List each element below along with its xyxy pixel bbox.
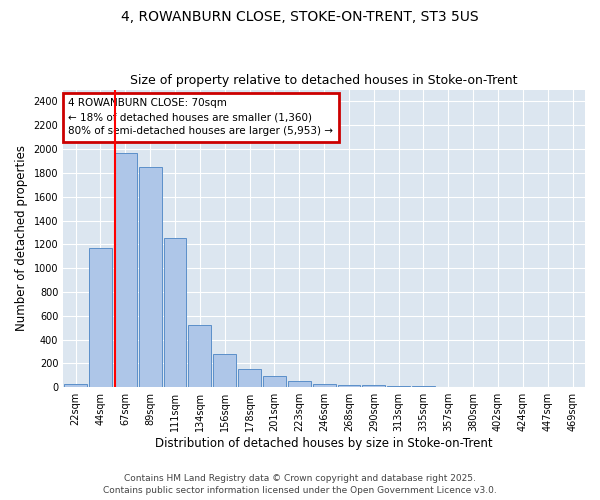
Text: 4, ROWANBURN CLOSE, STOKE-ON-TRENT, ST3 5US: 4, ROWANBURN CLOSE, STOKE-ON-TRENT, ST3 …: [121, 10, 479, 24]
Text: Contains HM Land Registry data © Crown copyright and database right 2025.
Contai: Contains HM Land Registry data © Crown c…: [103, 474, 497, 495]
Bar: [139, 167, 161, 387]
Bar: [387, 386, 410, 387]
Bar: [164, 238, 187, 387]
Bar: [213, 354, 236, 387]
Bar: [437, 386, 460, 387]
Bar: [338, 385, 361, 387]
Bar: [412, 386, 435, 387]
Bar: [238, 370, 261, 387]
Title: Size of property relative to detached houses in Stoke-on-Trent: Size of property relative to detached ho…: [130, 74, 518, 87]
Y-axis label: Number of detached properties: Number of detached properties: [15, 146, 28, 332]
Bar: [89, 248, 112, 387]
Bar: [561, 386, 584, 387]
Bar: [288, 382, 311, 387]
Bar: [263, 376, 286, 387]
X-axis label: Distribution of detached houses by size in Stoke-on-Trent: Distribution of detached houses by size …: [155, 437, 493, 450]
Text: 4 ROWANBURN CLOSE: 70sqm
← 18% of detached houses are smaller (1,360)
80% of sem: 4 ROWANBURN CLOSE: 70sqm ← 18% of detach…: [68, 98, 334, 136]
Bar: [64, 384, 87, 387]
Bar: [188, 326, 211, 387]
Bar: [313, 384, 335, 387]
Bar: [114, 152, 137, 387]
Bar: [362, 386, 385, 387]
